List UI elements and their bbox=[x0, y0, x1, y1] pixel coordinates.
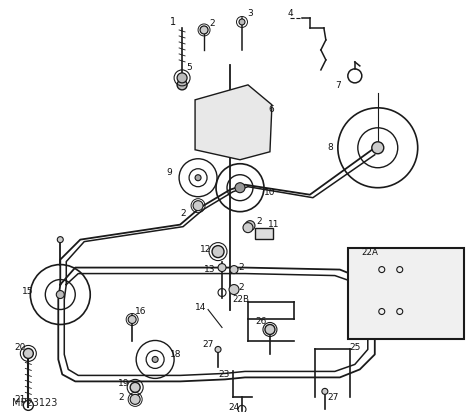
Text: 20: 20 bbox=[14, 343, 26, 352]
Text: 7: 7 bbox=[335, 81, 341, 90]
Text: 16: 16 bbox=[135, 307, 146, 316]
Circle shape bbox=[215, 347, 221, 352]
Circle shape bbox=[152, 356, 158, 363]
Text: 2: 2 bbox=[256, 217, 262, 226]
Text: MP23123: MP23123 bbox=[12, 399, 58, 408]
Circle shape bbox=[245, 221, 255, 230]
Text: 2: 2 bbox=[238, 263, 244, 272]
Circle shape bbox=[239, 19, 245, 25]
Text: 6: 6 bbox=[268, 105, 273, 114]
Circle shape bbox=[212, 246, 224, 258]
Circle shape bbox=[230, 266, 238, 273]
Text: 24: 24 bbox=[228, 403, 239, 412]
Circle shape bbox=[218, 263, 226, 272]
Text: 23: 23 bbox=[218, 370, 229, 379]
Text: 10: 10 bbox=[264, 188, 275, 197]
Text: 2: 2 bbox=[209, 19, 215, 28]
Text: 5: 5 bbox=[186, 63, 192, 72]
Bar bbox=[348, 248, 464, 339]
Text: 13: 13 bbox=[204, 265, 216, 274]
Text: 22A: 22A bbox=[362, 248, 379, 257]
Text: 2: 2 bbox=[118, 393, 124, 402]
Text: 26: 26 bbox=[255, 317, 266, 326]
Circle shape bbox=[372, 142, 384, 154]
Circle shape bbox=[265, 325, 275, 335]
Text: 8: 8 bbox=[328, 143, 334, 152]
Circle shape bbox=[200, 26, 208, 34]
Text: 2: 2 bbox=[238, 283, 244, 292]
Text: 1: 1 bbox=[170, 17, 176, 27]
Circle shape bbox=[130, 382, 140, 392]
Text: 4: 4 bbox=[288, 9, 293, 19]
Text: 25: 25 bbox=[350, 343, 361, 352]
Text: 3: 3 bbox=[247, 9, 253, 19]
Text: 18: 18 bbox=[170, 350, 182, 359]
Text: 27: 27 bbox=[328, 393, 339, 402]
Circle shape bbox=[235, 183, 245, 193]
Text: 9: 9 bbox=[166, 168, 172, 177]
Circle shape bbox=[57, 237, 63, 242]
Text: 19: 19 bbox=[118, 379, 130, 388]
Text: 14: 14 bbox=[195, 303, 207, 312]
Circle shape bbox=[229, 285, 239, 294]
Text: 2: 2 bbox=[256, 228, 262, 237]
Text: 27: 27 bbox=[202, 340, 213, 349]
Polygon shape bbox=[195, 85, 272, 160]
Text: 22B: 22B bbox=[232, 295, 249, 304]
Circle shape bbox=[195, 175, 201, 181]
Bar bbox=[255, 228, 273, 239]
Circle shape bbox=[130, 394, 140, 404]
Text: 15: 15 bbox=[22, 287, 34, 296]
Circle shape bbox=[243, 223, 253, 233]
Text: 11: 11 bbox=[268, 220, 280, 229]
Circle shape bbox=[322, 388, 328, 394]
Circle shape bbox=[23, 349, 33, 358]
Circle shape bbox=[177, 80, 187, 90]
Text: 17: 17 bbox=[386, 275, 397, 284]
Circle shape bbox=[56, 290, 64, 299]
Circle shape bbox=[128, 316, 136, 323]
Text: 12: 12 bbox=[200, 245, 211, 254]
Text: 2: 2 bbox=[180, 209, 186, 218]
Circle shape bbox=[193, 201, 203, 211]
Text: 21: 21 bbox=[14, 395, 26, 404]
Circle shape bbox=[177, 73, 187, 83]
